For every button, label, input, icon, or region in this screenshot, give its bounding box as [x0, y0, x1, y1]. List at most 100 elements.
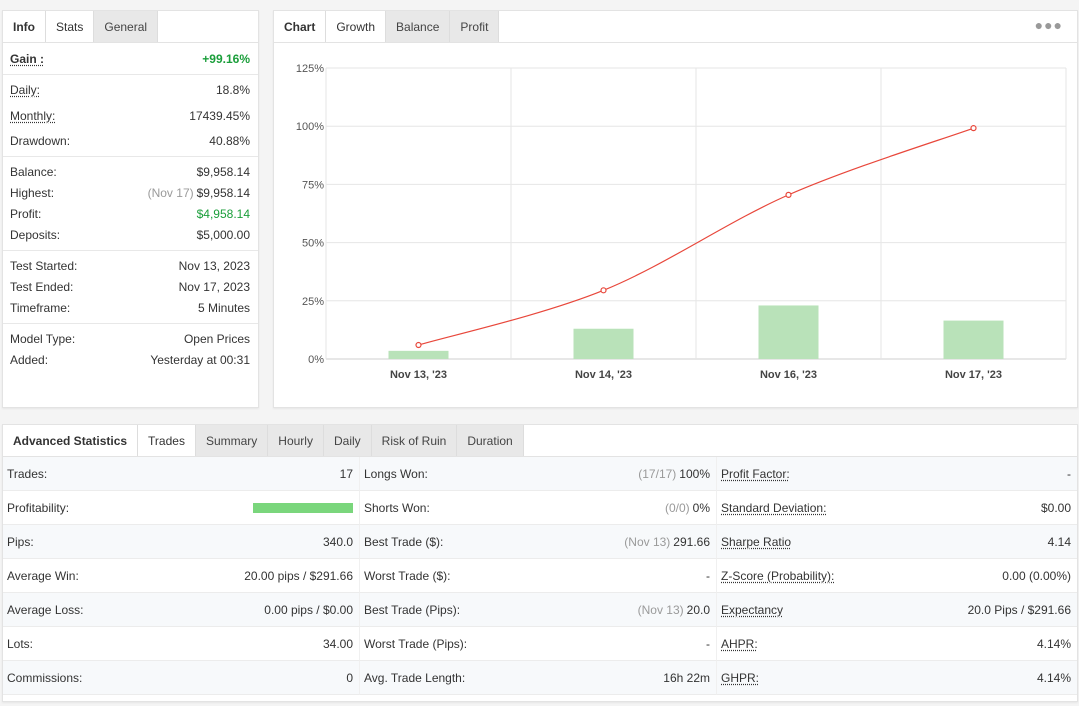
- tab-balance[interactable]: Balance: [386, 11, 451, 42]
- advanced-tabbar: Advanced Statistics Trades Summary Hourl…: [3, 425, 1077, 457]
- stat-cell: Trades: 17: [3, 457, 360, 491]
- y-tick-label: 125%: [296, 63, 324, 75]
- monthly-value: 17439.45%: [189, 108, 250, 123]
- stat-value-group: -: [1067, 467, 1071, 481]
- stat-value: 291.66: [673, 534, 710, 549]
- balance-label: Balance:: [10, 164, 57, 179]
- y-tick-label: 25%: [302, 296, 324, 308]
- model-type-label: Model Type:: [10, 331, 76, 346]
- stat-cell: Standard Deviation: $0.00: [717, 491, 1077, 525]
- timeframe-label: Timeframe:: [10, 300, 71, 315]
- stat-value: 16h 22m: [663, 670, 710, 685]
- stat-value: 20.00 pips / $291.66: [244, 568, 353, 583]
- stat-value: 4.14%: [1036, 670, 1071, 685]
- stat-label: Avg. Trade Length:: [364, 670, 466, 685]
- tab-info[interactable]: Info: [3, 11, 46, 42]
- advanced-statistics-panel: Advanced Statistics Trades Summary Hourl…: [2, 424, 1078, 702]
- profit-value: $4,958.14: [196, 206, 250, 221]
- stats-panel: Info Stats General Gain : +99.16% Daily:…: [2, 10, 259, 408]
- tab-daily[interactable]: Daily: [323, 425, 372, 456]
- stat-label: Average Win:: [7, 568, 79, 583]
- stat-value-group: 20.00 pips / $291.66: [244, 569, 353, 583]
- profit-label: Profit:: [10, 206, 42, 221]
- stat-value-group: 17: [340, 467, 353, 481]
- stat-value: 100%: [679, 466, 710, 481]
- stat-label[interactable]: Sharpe Ratio: [721, 534, 792, 549]
- x-tick-label: Nov 16, '23: [760, 369, 817, 381]
- stat-value-group: 4.14: [1048, 535, 1071, 549]
- test-started-label: Test Started:: [10, 258, 78, 273]
- stat-label: Lots:: [7, 636, 34, 651]
- stat-label[interactable]: Expectancy: [721, 602, 784, 617]
- tab-risk-of-ruin[interactable]: Risk of Ruin: [371, 425, 458, 456]
- stat-value: 0%: [692, 500, 710, 515]
- stat-label[interactable]: GHPR:: [721, 670, 760, 685]
- gain-label[interactable]: Gain :: [10, 51, 45, 66]
- data-point: [600, 287, 607, 294]
- stat-cell: Expectancy 20.0 Pips / $291.66: [717, 593, 1077, 627]
- tab-summary[interactable]: Summary: [195, 425, 269, 456]
- stat-cell: Profit Factor: -: [717, 457, 1077, 491]
- stat-cell: Shorts Won: (0/0) 0%: [360, 491, 717, 525]
- y-tick-label: 0%: [308, 354, 324, 366]
- stat-value-group: 0: [346, 671, 353, 685]
- stat-label[interactable]: Standard Deviation:: [721, 500, 827, 515]
- data-point: [415, 341, 422, 349]
- tab-growth[interactable]: Growth: [326, 11, 387, 42]
- stat-label: Commissions:: [7, 670, 83, 685]
- bar: [388, 350, 449, 359]
- highest-date: (Nov 17): [147, 185, 194, 200]
- chart-tabbar: Chart Growth Balance Profit: [274, 11, 1077, 43]
- stat-value: -: [706, 568, 710, 583]
- highest-row: Highest: (Nov 17) $9,958.14: [3, 182, 258, 203]
- gain-row: Gain : +99.16%: [3, 48, 258, 69]
- test-started-row: Test Started: Nov 13, 2023: [3, 255, 258, 276]
- tab-advanced-statistics[interactable]: Advanced Statistics: [3, 425, 139, 456]
- daily-value: 18.8%: [215, 82, 250, 97]
- stat-cell: Pips: 340.0: [3, 525, 360, 559]
- y-tick-label: 50%: [302, 238, 324, 250]
- monthly-row: Monthly: 17439.45%: [3, 105, 258, 126]
- added-label: Added:: [10, 352, 49, 367]
- highest-value-group: (Nov 17) $9,958.14: [148, 186, 250, 200]
- tab-profit[interactable]: Profit: [450, 11, 500, 42]
- stat-value-group: 4.14%: [1037, 637, 1071, 651]
- stat-value: 4.14: [1047, 534, 1071, 549]
- monthly-label[interactable]: Monthly:: [10, 108, 56, 123]
- stat-value-group: 16h 22m: [663, 671, 710, 685]
- drawdown-value: 40.88%: [209, 133, 250, 148]
- stat-label[interactable]: Z-Score (Probability):: [721, 568, 835, 583]
- stat-value-group: -: [706, 637, 710, 651]
- tab-general[interactable]: General: [94, 11, 159, 42]
- model-type-row: Model Type: Open Prices: [3, 328, 258, 349]
- bar: [573, 328, 634, 359]
- stat-cell: AHPR: 4.14%: [717, 627, 1077, 661]
- test-ended-row: Test Ended: Nov 17, 2023: [3, 276, 258, 297]
- daily-label[interactable]: Daily:: [10, 82, 41, 97]
- stat-label: Best Trade ($):: [364, 534, 444, 549]
- stat-cell: Average Win: 20.00 pips / $291.66: [3, 559, 360, 593]
- stat-value-group: $0.00: [1041, 501, 1071, 515]
- x-tick-label: Nov 14, '23: [575, 369, 632, 381]
- deposits-label: Deposits:: [10, 227, 61, 242]
- stat-value: 0.00 pips / $0.00: [264, 602, 353, 617]
- stat-value-group: -: [706, 569, 710, 583]
- tab-duration[interactable]: Duration: [457, 425, 524, 456]
- stat-label[interactable]: AHPR:: [721, 636, 758, 651]
- stat-label[interactable]: Profit Factor:: [721, 466, 790, 481]
- divider: [3, 250, 258, 251]
- stat-value-group: 0.00 (0.00%): [1002, 569, 1071, 583]
- tab-hourly[interactable]: Hourly: [268, 425, 324, 456]
- stat-label: Longs Won:: [364, 466, 428, 481]
- test-ended-value: Nov 17, 2023: [178, 279, 250, 294]
- gain-value: +99.16%: [202, 51, 250, 66]
- stat-label: Average Loss:: [7, 602, 84, 617]
- more-dots-icon[interactable]: ●●●: [1034, 17, 1063, 33]
- tab-chart[interactable]: Chart: [274, 11, 327, 42]
- added-row: Added: Yesterday at 00:31: [3, 349, 258, 370]
- deposits-value: $5,000.00: [196, 227, 250, 242]
- model-type-value: Open Prices: [183, 331, 250, 346]
- tab-trades[interactable]: Trades: [138, 425, 196, 456]
- tab-stats[interactable]: Stats: [46, 11, 95, 42]
- divider: [3, 74, 258, 75]
